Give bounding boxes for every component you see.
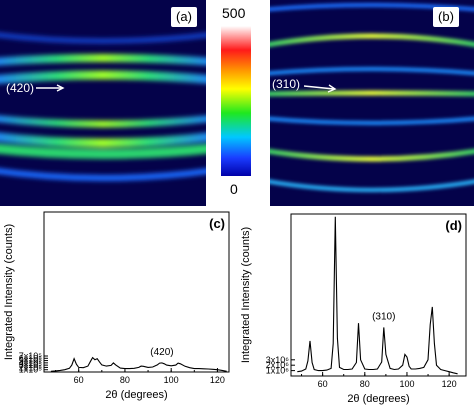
diffraction-rings-b <box>270 3 474 192</box>
y-axis-label: Integrated Intensity (counts) <box>240 227 252 363</box>
y-tick-label: 1x10⁶ <box>266 366 290 376</box>
y-tick-label: 2x10⁵ <box>19 362 43 372</box>
x-tick-label: 100 <box>164 375 179 385</box>
x-tick-label: 80 <box>360 379 370 389</box>
y-tick-label: 4x10⁵ <box>19 358 43 368</box>
reflection-annotation-b: (310) <box>272 77 301 91</box>
diffraction-rings-a <box>0 32 206 181</box>
y-tick-label: 3x10⁶ <box>266 355 290 365</box>
y-axis-label: Integrated Intensity (counts) <box>3 224 15 360</box>
diffraction-image-b: (b) (310) <box>270 0 474 206</box>
plot-frame <box>43 211 230 373</box>
x-axis-label: 2θ (degrees) <box>105 389 167 401</box>
y-tick-label: 1x10⁵ <box>19 365 43 375</box>
x-tick-label: 120 <box>442 379 457 389</box>
y-tick-label: 3x10⁵ <box>19 360 43 370</box>
annotation-arrow-icon <box>304 84 337 93</box>
diffraction-pattern-line <box>50 356 227 372</box>
plot-c: 60 80 100 120 1x10⁵2x10⁵3x10⁵4x10⁵5x10⁵6x10⁵… <box>3 211 230 401</box>
panel-label: (c) <box>209 216 225 231</box>
reflection-annotation-a: (420) <box>6 81 35 95</box>
diffraction-pattern-line <box>297 216 458 375</box>
peak-annotation: (310) <box>372 311 395 322</box>
x-tick-label: 120 <box>210 375 225 385</box>
x-tick-label: 100 <box>399 379 414 389</box>
x-axis-label: 2θ (degrees) <box>347 393 409 405</box>
peak-annotation: (420) <box>150 347 173 358</box>
y-tick-label: 2x10⁶ <box>266 360 290 370</box>
colorbar-min-label: 0 <box>230 181 238 197</box>
y-tick-label: 5x10⁵ <box>19 356 43 366</box>
y-tick-label: 7x10⁵ <box>19 351 43 361</box>
annotation-arrow-icon <box>36 84 65 92</box>
panel-label-a: (a) <box>171 7 197 27</box>
plot-frame <box>290 213 467 377</box>
panel-label-b: (b) <box>433 7 459 27</box>
intensity-colorbar <box>221 26 251 176</box>
x-tick-label: 60 <box>74 375 84 385</box>
diffraction-image-a: (a) (420) <box>0 0 206 206</box>
y-tick-label: 6x10⁵ <box>19 353 43 363</box>
x-tick-label: 80 <box>120 375 130 385</box>
x-tick-label: 60 <box>318 379 328 389</box>
panel-label: (d) <box>445 218 462 233</box>
colorbar-max-label: 500 <box>222 5 246 21</box>
